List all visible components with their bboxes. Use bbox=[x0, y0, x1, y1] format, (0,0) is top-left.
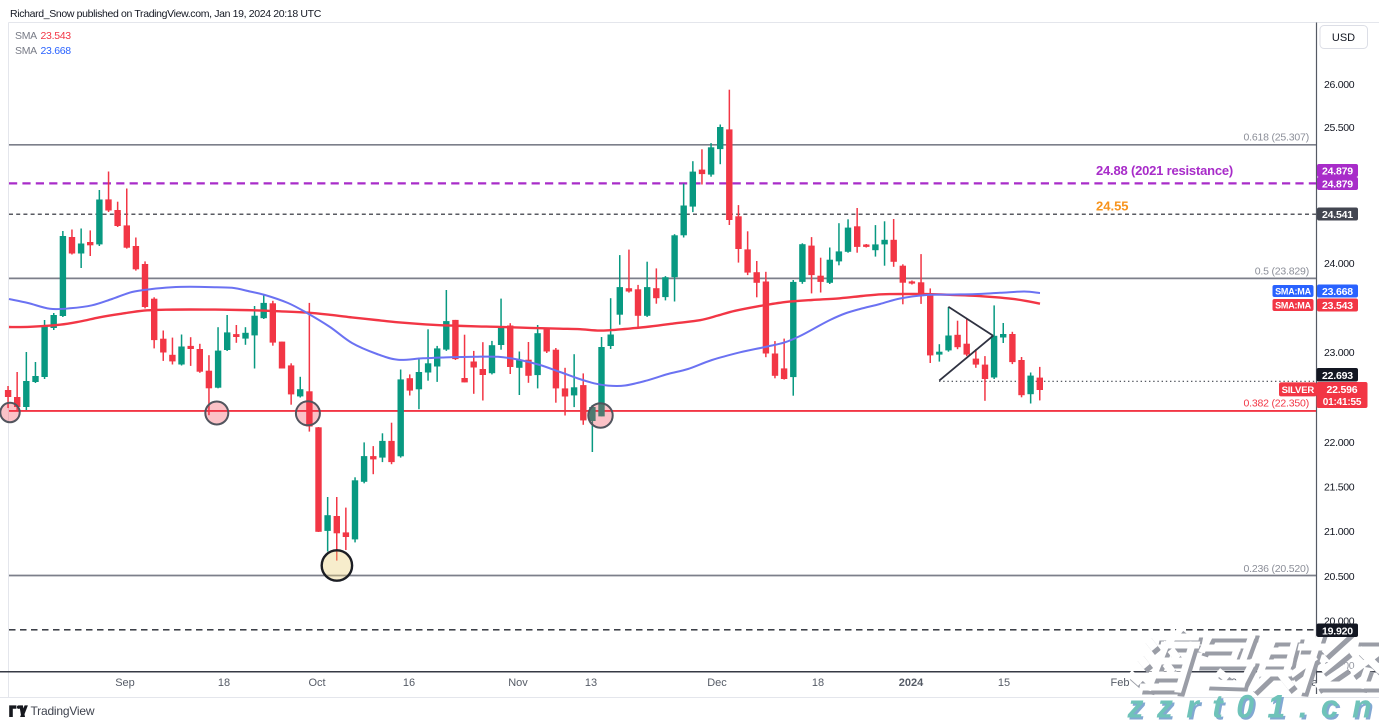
svg-text:Dec: Dec bbox=[707, 677, 727, 689]
svg-text:22.596: 22.596 bbox=[1327, 384, 1358, 396]
svg-text:21.000: 21.000 bbox=[1324, 526, 1355, 538]
svg-text:16: 16 bbox=[403, 677, 415, 689]
svg-text:21.500: 21.500 bbox=[1324, 482, 1355, 494]
svg-text:01:41:55: 01:41:55 bbox=[1323, 397, 1362, 408]
svg-text:15: 15 bbox=[998, 677, 1010, 689]
svg-text:24.879: 24.879 bbox=[1322, 179, 1353, 191]
svg-text:18: 18 bbox=[812, 677, 824, 689]
svg-text:24.55: 24.55 bbox=[1096, 199, 1129, 214]
svg-text:zzrt01.cn: zzrt01.cn bbox=[1129, 691, 1379, 725]
svg-text:USD: USD bbox=[1332, 32, 1355, 44]
svg-text:26.000: 26.000 bbox=[1324, 79, 1355, 91]
svg-text:SMA:MA: SMA:MA bbox=[1275, 286, 1311, 296]
svg-text:Oct: Oct bbox=[308, 677, 325, 689]
svg-text:23.668: 23.668 bbox=[41, 45, 72, 57]
svg-text:13: 13 bbox=[585, 677, 597, 689]
svg-text:24.000: 24.000 bbox=[1324, 258, 1355, 270]
svg-text:20.500: 20.500 bbox=[1324, 571, 1355, 583]
svg-text:2024: 2024 bbox=[899, 677, 924, 689]
svg-text:23.000: 23.000 bbox=[1324, 347, 1355, 359]
svg-text:18: 18 bbox=[218, 677, 230, 689]
svg-text:0.236 (20.520): 0.236 (20.520) bbox=[1243, 563, 1309, 575]
svg-text:SMA:MA: SMA:MA bbox=[1275, 300, 1311, 310]
svg-text:24.541: 24.541 bbox=[1322, 209, 1353, 221]
svg-text:Nov: Nov bbox=[508, 677, 528, 689]
svg-text:Sep: Sep bbox=[115, 677, 135, 689]
svg-text:SMA: SMA bbox=[15, 45, 37, 57]
svg-text:25.500: 25.500 bbox=[1324, 122, 1355, 134]
svg-text:0.618 (25.307): 0.618 (25.307) bbox=[1243, 132, 1309, 144]
svg-text:TradingView: TradingView bbox=[31, 704, 95, 718]
svg-text:23.543: 23.543 bbox=[41, 30, 72, 42]
svg-text:23.543: 23.543 bbox=[1322, 300, 1353, 312]
svg-text:Feb: Feb bbox=[1111, 677, 1130, 689]
svg-text:23.668: 23.668 bbox=[1322, 286, 1353, 298]
svg-text:19.920: 19.920 bbox=[1322, 625, 1353, 637]
svg-text:0.382 (22.350): 0.382 (22.350) bbox=[1243, 398, 1309, 410]
svg-text:0.5 (23.829): 0.5 (23.829) bbox=[1255, 266, 1309, 278]
svg-text:Richard_Snow published on Trad: Richard_Snow published on TradingView.co… bbox=[10, 8, 322, 20]
svg-text:22.000: 22.000 bbox=[1324, 437, 1355, 449]
svg-text:SILVER: SILVER bbox=[1282, 385, 1315, 396]
svg-text:24.88 (2021 resistance): 24.88 (2021 resistance) bbox=[1096, 163, 1233, 178]
svg-text:24.879: 24.879 bbox=[1322, 166, 1353, 178]
svg-text:zzrt01.cn: zzrt01.cn bbox=[1127, 689, 1379, 725]
svg-text:SMA: SMA bbox=[15, 30, 37, 42]
svg-text:22.693: 22.693 bbox=[1322, 370, 1353, 382]
